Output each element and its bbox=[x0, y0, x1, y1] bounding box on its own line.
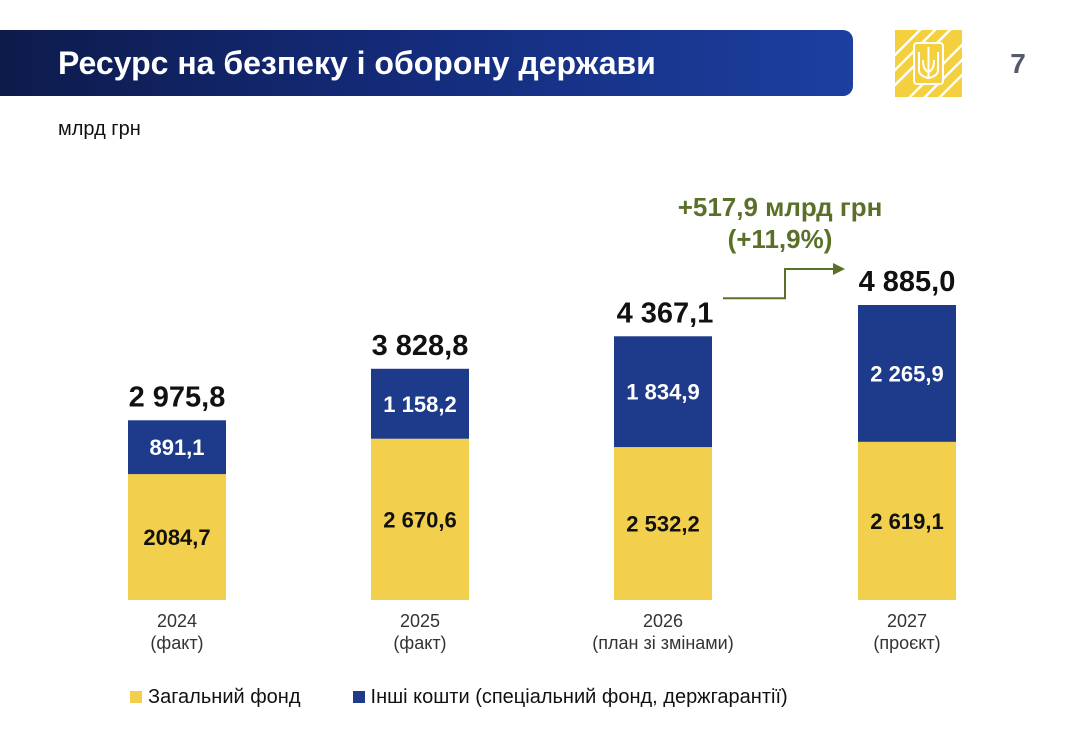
x-tick-label: (факт) bbox=[393, 633, 446, 653]
bar-other-funds bbox=[858, 305, 956, 442]
data-label-other-funds: 2 265,9 bbox=[870, 361, 943, 386]
data-label-other-funds: 1 158,2 bbox=[383, 392, 456, 417]
annotation-arrow-line bbox=[723, 268, 835, 300]
data-label-other-funds: 1 834,9 bbox=[626, 380, 699, 405]
page-number: 7 bbox=[1010, 48, 1026, 79]
x-tick-label: 2026 bbox=[643, 611, 683, 631]
data-label-general-fund: 2 670,6 bbox=[383, 507, 456, 532]
x-tick-label: 2027 bbox=[887, 611, 927, 631]
data-label-general-fund: 2 619,1 bbox=[870, 509, 943, 534]
chart-legend: Загальний фонд Інші кошти (спеціальний ф… bbox=[130, 683, 840, 711]
total-label: 4 885,0 bbox=[859, 266, 956, 298]
legend-swatch-general-fund bbox=[130, 691, 142, 703]
x-tick-label: (проєкт) bbox=[873, 633, 940, 653]
x-tick-label: 2025 bbox=[400, 611, 440, 631]
bar-general-fund bbox=[371, 438, 469, 600]
x-tick-label: (план зі змінами) bbox=[592, 633, 733, 653]
unit-label: млрд грн bbox=[58, 118, 141, 140]
data-label-general-fund: 2 532,2 bbox=[626, 512, 699, 537]
page-title: Ресурс на безпеку і оборону держави bbox=[58, 45, 656, 81]
x-tick-label: (факт) bbox=[150, 633, 203, 653]
bar-general-fund bbox=[614, 447, 712, 600]
legend-label-other-funds: Інші кошти (спеціальний фонд, держгарант… bbox=[370, 685, 788, 708]
data-label-other-funds: 891,1 bbox=[149, 435, 204, 460]
title-bar: Ресурс на безпеку і оборону держави bbox=[0, 30, 853, 96]
annotation-increase-percent: (+11,9%) bbox=[728, 224, 833, 254]
bar-general-fund bbox=[858, 441, 956, 600]
annotation-arrow-head bbox=[833, 263, 845, 275]
total-label: 4 367,1 bbox=[617, 297, 714, 329]
legend-item-general-fund: Загальний фонд bbox=[130, 686, 301, 709]
x-tick-label: 2024 bbox=[157, 611, 197, 631]
bar-other-funds bbox=[371, 368, 469, 439]
legend-swatch-other-funds bbox=[352, 691, 365, 703]
legend-item-other-funds: Інші кошти (спеціальний фонд, держгарант… bbox=[352, 685, 788, 709]
legend-label-general-fund: Загальний фонд bbox=[148, 685, 301, 708]
bar-other-funds bbox=[128, 420, 226, 475]
data-label-general-fund: 2084,7 bbox=[143, 525, 210, 550]
total-label: 3 828,8 bbox=[372, 330, 469, 362]
bar-general-fund bbox=[128, 474, 226, 600]
trident-emblem-icon bbox=[895, 30, 962, 97]
annotation-increase-amount: +517,9 млрд грн bbox=[678, 192, 883, 222]
total-label: 2 975,8 bbox=[129, 381, 226, 413]
bar-other-funds bbox=[614, 336, 712, 448]
